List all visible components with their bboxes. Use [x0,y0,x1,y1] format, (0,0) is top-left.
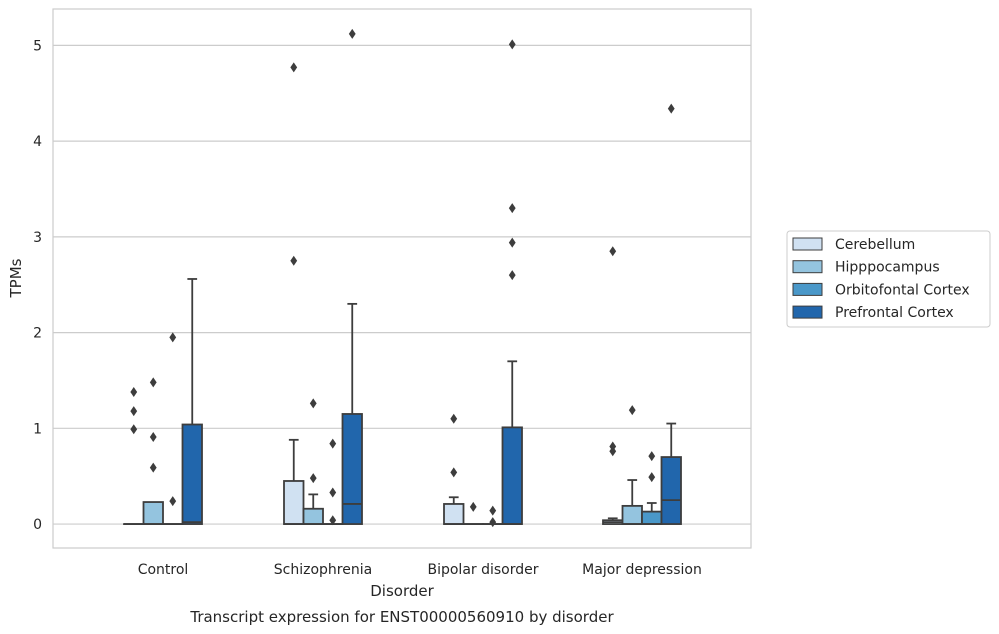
outlier-point [169,332,177,343]
series-prefrontal-cortex [181,28,682,525]
box [641,510,663,525]
outlier-point [628,405,636,416]
box-series [123,28,682,528]
outlier-point [450,467,458,478]
y-tick-label: 4 [33,134,42,150]
legend-label: Orbitofontal Cortex [835,282,970,298]
legend-label: Hipppocampus [835,260,940,276]
y-axis-label: TPMs [7,258,25,298]
y-tick-label: 0 [33,517,42,533]
outlier-point [329,515,337,526]
legend-item: Prefrontal Cortex [792,305,954,321]
x-tick-label: Control [138,562,189,578]
legend-swatch [792,282,823,296]
legend-swatch [792,305,823,319]
outlier-point [290,62,298,73]
legend-swatch [792,260,823,274]
outlier-point [508,203,516,214]
box [341,413,363,525]
outlier-point [348,28,356,39]
outlier-point [508,39,516,50]
x-axis-ticks: Control Schizophrenia Bipolar disorder Majo… [138,562,702,578]
box [181,423,203,525]
legend-label: Cerebellum [835,237,915,253]
outlier-point [609,246,617,257]
grid-lines [53,44,751,525]
outlier-point [130,386,138,397]
box [501,426,523,525]
outlier-point [329,487,337,498]
outlier-point [169,496,177,507]
y-tick-label: 2 [33,326,42,342]
outlier-point [648,472,656,483]
box [443,503,465,525]
series-orbitofontal-cortex [162,332,663,528]
y-tick-label: 3 [33,230,42,246]
outlier-point [130,424,138,435]
legend: Cerebellum Hipppocampus Orbitofontal Corte… [786,230,991,328]
outlier-point [329,438,337,449]
box [302,507,324,525]
outlier-point [309,473,317,484]
outlier-point [489,505,497,516]
outlier-point [648,451,656,462]
series-cerebellum [123,62,624,525]
legend-item: Cerebellum [792,237,915,253]
outlier-point [469,501,477,512]
outlier-point [149,462,157,473]
chart-caption: Transcript expression for ENST0000056091… [189,608,614,626]
series-hipppocampus [142,377,643,525]
legend-frame [786,230,991,328]
box [621,504,643,525]
outlier-point [489,517,497,528]
outlier-point [450,413,458,424]
box [283,480,305,525]
outlier-point [130,406,138,417]
legend-swatch [792,237,823,251]
box [142,501,164,525]
y-tick-label: 1 [33,421,42,437]
x-tick-label: Bipolar disorder [427,562,538,578]
legend-item: Orbitofontal Cortex [792,282,970,298]
outlier-point [667,103,675,114]
x-tick-label: Schizophrenia [274,562,372,578]
legend-item: Hipppocampus [792,260,940,276]
x-tick-label: Major depression [582,562,702,578]
x-axis-label: Disorder [370,582,434,600]
outlier-point [609,446,617,457]
y-tick-label: 5 [33,38,42,54]
outlier-point [508,237,516,248]
box [660,456,682,525]
outlier-point [290,255,298,266]
outlier-point [149,431,157,442]
plot-area-frame [52,8,752,549]
y-axis-ticks: 0 1 2 3 4 5 [33,38,42,533]
legend-label: Prefrontal Cortex [835,305,954,321]
outlier-point [309,398,317,409]
outlier-point [508,270,516,281]
outlier-point [149,377,157,388]
